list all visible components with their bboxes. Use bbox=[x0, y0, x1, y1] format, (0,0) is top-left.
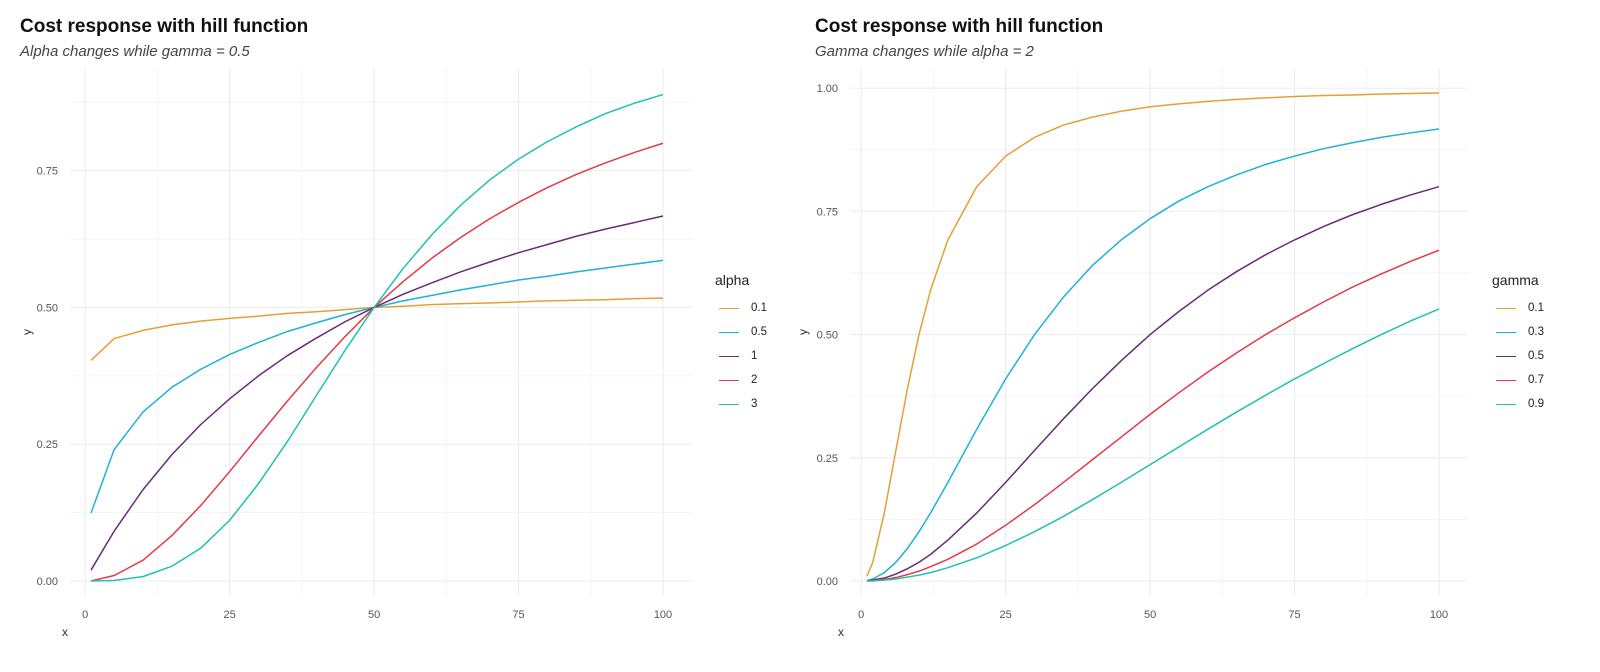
legend-key bbox=[1496, 355, 1516, 357]
chart-title: Cost response with hill function bbox=[20, 16, 309, 37]
legend-key bbox=[1496, 331, 1516, 333]
grid bbox=[70, 68, 692, 596]
y-tick-label: 0.00 bbox=[817, 576, 838, 588]
y-tick-label: 0.25 bbox=[37, 439, 58, 451]
legend-key bbox=[719, 379, 739, 381]
y-tick-label: 0.75 bbox=[817, 206, 838, 218]
legend-item: 0.1 bbox=[715, 296, 767, 320]
legend-key bbox=[719, 355, 739, 357]
series-line-0.9 bbox=[867, 308, 1440, 582]
series-line-3 bbox=[90, 93, 664, 582]
series-line-1 bbox=[90, 215, 664, 571]
y-tick-label: 0.50 bbox=[37, 302, 58, 314]
legend-key bbox=[1496, 379, 1516, 381]
series-line-0.7 bbox=[866, 249, 1440, 582]
x-axis-title: x bbox=[62, 625, 68, 639]
y-axis-title: y bbox=[796, 329, 810, 335]
series-line-0.5 bbox=[866, 185, 1440, 582]
legend-item: 0.1 bbox=[1492, 296, 1544, 320]
legend-label: 0.3 bbox=[1528, 326, 1544, 338]
chart-panel-alpha: 0 25 50 75 100 0.00 0.25 0.50 0.75 x y Cost respon… bbox=[0, 0, 790, 672]
legend-label: 0.1 bbox=[751, 302, 767, 314]
x-tick-label: 100 bbox=[1430, 609, 1448, 621]
x-tick-label: 75 bbox=[1288, 609, 1300, 621]
legend-item: 1 bbox=[715, 344, 767, 368]
legend: alpha 0.1 0.5 1 2 3 bbox=[715, 272, 767, 416]
x-tick-label: 0 bbox=[858, 609, 864, 621]
legend-label: 1 bbox=[751, 350, 758, 362]
plot-area: 0 25 50 75 100 0.00 0.25 0.50 0.75 x y bbox=[20, 68, 692, 639]
legend-key bbox=[719, 331, 739, 333]
legend-item: 0.5 bbox=[1492, 344, 1544, 368]
legend-label: 0.5 bbox=[1528, 350, 1544, 362]
legend-item: 0.5 bbox=[715, 320, 767, 344]
y-tick-label: 0.50 bbox=[817, 330, 838, 342]
legend-item: 2 bbox=[715, 368, 767, 392]
legend-title: gamma bbox=[1492, 272, 1539, 288]
legend-label: 0.1 bbox=[1528, 302, 1544, 314]
series-line-0.5 bbox=[90, 259, 664, 514]
x-tick-label: 50 bbox=[368, 609, 380, 621]
x-tick-label: 0 bbox=[82, 609, 88, 621]
series-line-0.1 bbox=[866, 92, 1440, 577]
legend-title: alpha bbox=[715, 272, 750, 288]
y-axis-title: y bbox=[20, 329, 34, 335]
x-tick-label: 25 bbox=[1000, 609, 1012, 621]
x-tick-label: 50 bbox=[1144, 609, 1156, 621]
grid bbox=[850, 68, 1467, 596]
x-tick-label: 25 bbox=[224, 609, 236, 621]
x-tick-label: 100 bbox=[654, 609, 672, 621]
legend-label: 3 bbox=[751, 398, 758, 410]
legend-item: 0.9 bbox=[1492, 392, 1544, 416]
chart-subtitle: Gamma changes while alpha = 2 bbox=[815, 43, 1034, 60]
legend-items: 0.1 0.5 1 2 3 bbox=[715, 296, 767, 416]
legend-label: 0.9 bbox=[1528, 398, 1544, 410]
series-line-0.3 bbox=[866, 128, 1440, 582]
legend-item: 0.7 bbox=[1492, 368, 1544, 392]
series-line-2 bbox=[90, 142, 664, 582]
plot-area: 0 25 50 75 100 0.00 0.25 0.50 0.75 1.00 x y bbox=[796, 68, 1467, 639]
legend-key bbox=[1496, 403, 1516, 405]
chart-subtitle: Alpha changes while gamma = 0.5 bbox=[20, 43, 250, 60]
legend-key bbox=[1496, 307, 1516, 309]
legend-label: 0.7 bbox=[1528, 374, 1544, 386]
legend-key bbox=[719, 307, 739, 309]
legend-key bbox=[719, 403, 739, 405]
y-tick-label: 0.25 bbox=[817, 453, 838, 465]
legend-item: 3 bbox=[715, 392, 767, 416]
legend-label: 0.5 bbox=[751, 326, 767, 338]
chart-title: Cost response with hill function bbox=[815, 16, 1104, 37]
legend-items: 0.1 0.3 0.5 0.7 0.9 bbox=[1492, 296, 1544, 416]
legend: gamma 0.1 0.3 0.5 0.7 0.9 bbox=[1492, 272, 1544, 416]
legend-item: 0.3 bbox=[1492, 320, 1544, 344]
y-tick-label: 0.75 bbox=[37, 166, 58, 178]
x-tick-label: 75 bbox=[512, 609, 524, 621]
y-tick-label: 1.00 bbox=[817, 83, 838, 95]
chart-panel-gamma: 0 25 50 75 100 0.00 0.25 0.50 0.75 1.00 x y Cost re… bbox=[795, 0, 1585, 672]
x-axis-title: x bbox=[838, 625, 844, 639]
y-tick-label: 0.00 bbox=[37, 576, 58, 588]
legend-label: 2 bbox=[751, 374, 758, 386]
